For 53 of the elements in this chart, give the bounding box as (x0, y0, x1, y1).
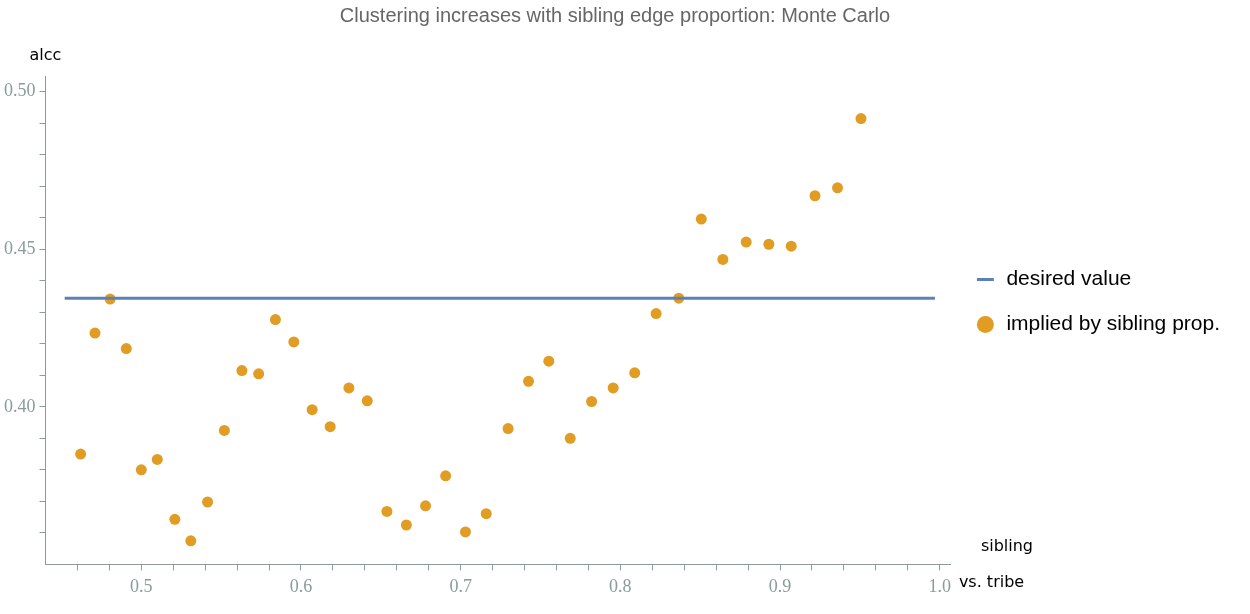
point (253, 368, 265, 380)
point (218, 424, 230, 436)
point (420, 500, 432, 512)
point (459, 526, 471, 538)
legend-label: desired value (1006, 266, 1132, 290)
point (381, 505, 393, 517)
x-tick-label: 0.9 (768, 575, 792, 596)
point (607, 382, 619, 394)
x-axis-title: sibling vs. tribe (958, 535, 1034, 591)
y-tick-label: 0.45 (4, 238, 36, 259)
point (135, 464, 147, 476)
point (629, 367, 641, 379)
point (523, 375, 535, 387)
legend-label: implied by sibling prop. (1006, 311, 1220, 335)
point (717, 253, 729, 265)
point (543, 355, 555, 367)
point (169, 513, 181, 525)
y-tick-label: 0.40 (4, 395, 36, 416)
point (832, 182, 844, 194)
y-tick-label: 0.50 (4, 80, 36, 101)
x-tick-label: 1.0 (928, 575, 951, 596)
x-tick-label: 0.6 (289, 575, 313, 596)
point (785, 240, 797, 252)
point (650, 308, 662, 320)
point (763, 238, 775, 250)
point (151, 453, 163, 465)
x-tick-label: 0.5 (130, 575, 153, 596)
point (855, 113, 867, 125)
point (120, 343, 132, 355)
point (400, 519, 412, 531)
point (343, 382, 355, 394)
point (185, 535, 197, 547)
y-axis-title: alcc (29, 45, 62, 65)
point (740, 236, 752, 248)
point (564, 432, 576, 444)
point (236, 365, 248, 377)
x-tick-label: 0.8 (609, 575, 632, 596)
point (202, 496, 214, 508)
point (306, 404, 318, 416)
chart-title: Clustering increases with sibling edge proportion: Monte Carlo (339, 3, 891, 26)
point (89, 327, 101, 339)
point (269, 314, 281, 326)
point (809, 190, 821, 202)
point (440, 470, 452, 482)
x-tick-label: 0.7 (449, 575, 472, 596)
point (695, 213, 707, 225)
point (480, 508, 492, 520)
point (502, 423, 514, 435)
point (586, 396, 598, 407)
point (361, 395, 373, 407)
point (75, 448, 87, 460)
point (288, 336, 300, 348)
point (324, 421, 336, 433)
